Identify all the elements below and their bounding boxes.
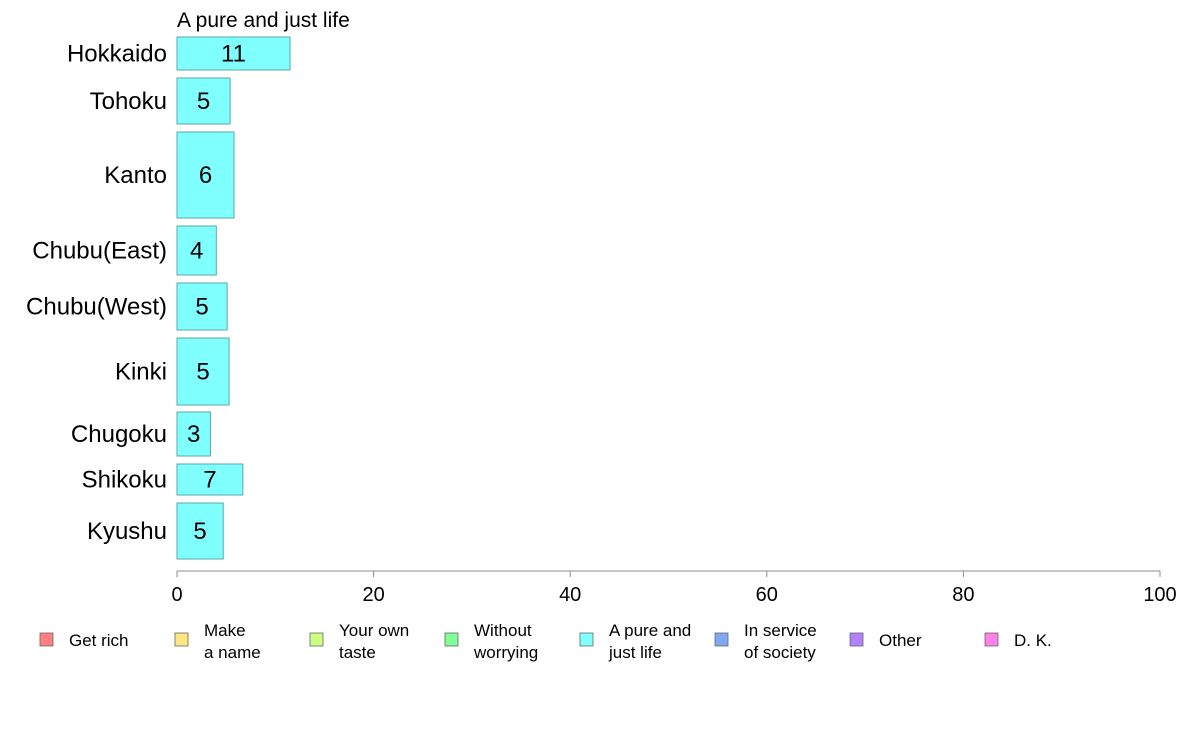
legend-swatch bbox=[444, 632, 459, 647]
data-label: 11 bbox=[221, 41, 246, 68]
category-label: Tohoku bbox=[90, 88, 167, 115]
bar bbox=[176, 131, 235, 219]
legend-label: of society bbox=[744, 643, 816, 662]
data-label: 7 bbox=[203, 467, 216, 494]
bars-group: Hokkaido 11 Tohoku 5 Kanto 6 Chubu(East) 4 Chubu… bbox=[26, 36, 291, 560]
legend-swatch bbox=[309, 632, 324, 647]
legend-label: Make bbox=[204, 621, 246, 640]
legend-label: In service bbox=[744, 621, 817, 640]
legend-label: taste bbox=[339, 643, 376, 662]
category-label: Hokkaido bbox=[67, 41, 167, 68]
category-label: Shikoku bbox=[82, 467, 167, 494]
legend-label: worrying bbox=[473, 643, 538, 662]
data-label: 3 bbox=[187, 421, 200, 448]
data-label: 4 bbox=[190, 238, 203, 265]
data-label: 6 bbox=[199, 162, 212, 189]
x-tick-label: 20 bbox=[362, 584, 384, 606]
legend-label: Without bbox=[474, 621, 532, 640]
category-label: Kyushu bbox=[87, 518, 167, 545]
x-tick-label: 40 bbox=[559, 584, 581, 606]
legend-label: Your own bbox=[339, 621, 409, 640]
category-label: Chugoku bbox=[71, 421, 167, 448]
legend-label: Other bbox=[879, 631, 922, 650]
x-tick-label: 60 bbox=[756, 584, 778, 606]
bar bbox=[176, 77, 231, 125]
category-label: Kanto bbox=[104, 162, 167, 189]
bar bbox=[176, 502, 224, 560]
bar bbox=[176, 337, 230, 406]
data-label: 5 bbox=[195, 294, 208, 321]
legend-swatch bbox=[849, 632, 864, 647]
x-tick-label: 0 bbox=[171, 584, 182, 606]
legend-swatch bbox=[714, 632, 729, 647]
legend-label: D. K. bbox=[1014, 631, 1052, 650]
x-tick-label: 80 bbox=[952, 584, 974, 606]
legend-label: just life bbox=[608, 643, 662, 662]
data-label: 5 bbox=[193, 518, 206, 545]
category-label: Chubu(East) bbox=[32, 238, 167, 265]
bar bbox=[176, 225, 217, 276]
data-label: 5 bbox=[196, 359, 209, 386]
x-tick-label: 100 bbox=[1143, 584, 1176, 606]
legend-swatch bbox=[579, 632, 594, 647]
bar bbox=[176, 282, 228, 331]
legend-label: A pure and bbox=[609, 621, 691, 640]
category-label: Chubu(West) bbox=[26, 294, 167, 321]
bar bbox=[176, 463, 244, 496]
legend-swatch bbox=[39, 632, 54, 647]
legend: Get rich Make a name Your own taste Without wo… bbox=[39, 621, 1052, 662]
legend-label: a name bbox=[204, 643, 261, 662]
bar bbox=[176, 411, 211, 457]
bar bbox=[176, 36, 291, 71]
category-label: Kinki bbox=[115, 359, 167, 386]
legend-label: Get rich bbox=[69, 631, 129, 650]
legend-swatch bbox=[984, 632, 999, 647]
x-axis: 0 20 40 60 80 100 bbox=[171, 570, 1177, 606]
data-label: 5 bbox=[197, 88, 210, 115]
chart-title: A pure and just life bbox=[177, 9, 350, 32]
legend-swatch bbox=[174, 632, 189, 647]
